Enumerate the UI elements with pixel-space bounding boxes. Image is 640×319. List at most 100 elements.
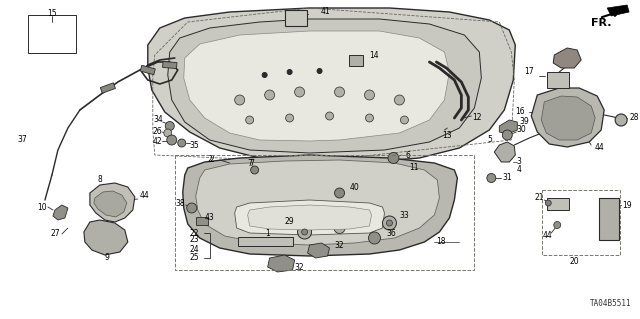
- Text: 37: 37: [17, 136, 27, 145]
- Circle shape: [365, 90, 374, 100]
- Text: 39: 39: [520, 117, 529, 127]
- Circle shape: [388, 152, 399, 164]
- Circle shape: [554, 221, 561, 228]
- Text: 32: 32: [295, 263, 305, 272]
- Text: 34: 34: [153, 115, 163, 124]
- Circle shape: [394, 95, 404, 105]
- Text: 2: 2: [209, 154, 214, 164]
- Circle shape: [317, 69, 322, 73]
- Text: 7: 7: [247, 159, 252, 167]
- Bar: [547, 198, 569, 210]
- Text: 32: 32: [335, 241, 344, 250]
- Circle shape: [615, 114, 627, 126]
- Bar: [599, 198, 619, 240]
- Text: 44: 44: [542, 232, 552, 241]
- Text: 29: 29: [285, 218, 294, 226]
- Text: 11: 11: [410, 162, 419, 172]
- Text: 24: 24: [190, 246, 200, 255]
- Text: 33: 33: [399, 211, 410, 219]
- Circle shape: [301, 229, 308, 235]
- Circle shape: [287, 70, 292, 75]
- Circle shape: [262, 72, 267, 78]
- Text: 41: 41: [321, 8, 330, 17]
- Circle shape: [165, 122, 174, 130]
- Text: 40: 40: [349, 183, 360, 192]
- Text: 21: 21: [534, 194, 544, 203]
- Circle shape: [326, 112, 333, 120]
- Polygon shape: [168, 19, 481, 153]
- Polygon shape: [308, 243, 330, 258]
- Text: TA04B5511: TA04B5511: [589, 299, 631, 308]
- Bar: [175, 155, 474, 270]
- Bar: [285, 10, 307, 26]
- Text: 13: 13: [443, 130, 452, 139]
- Bar: [196, 217, 208, 225]
- Polygon shape: [531, 88, 604, 147]
- Text: 9: 9: [104, 254, 109, 263]
- Polygon shape: [183, 155, 458, 256]
- Text: 4: 4: [517, 166, 522, 174]
- Circle shape: [178, 139, 186, 147]
- Text: 28: 28: [629, 114, 639, 122]
- Text: 43: 43: [205, 212, 214, 221]
- Text: FR.: FR.: [591, 18, 612, 28]
- Text: 35: 35: [190, 140, 200, 150]
- Polygon shape: [53, 205, 68, 220]
- Circle shape: [285, 114, 294, 122]
- Circle shape: [401, 116, 408, 124]
- Polygon shape: [90, 183, 135, 222]
- Circle shape: [365, 114, 374, 122]
- Text: 15: 15: [47, 9, 57, 18]
- Text: 30: 30: [516, 125, 526, 135]
- Bar: [547, 72, 569, 88]
- Polygon shape: [94, 191, 127, 217]
- Circle shape: [164, 129, 172, 137]
- Text: 25: 25: [190, 254, 200, 263]
- Text: 42: 42: [153, 137, 163, 145]
- Text: 2: 2: [207, 154, 212, 164]
- Bar: [237, 237, 292, 246]
- Polygon shape: [248, 205, 371, 230]
- Circle shape: [487, 174, 496, 182]
- Bar: [28, 15, 76, 53]
- Circle shape: [334, 222, 345, 234]
- Bar: [542, 190, 620, 255]
- Circle shape: [298, 225, 312, 239]
- Text: 23: 23: [190, 235, 200, 244]
- Text: 6: 6: [405, 151, 410, 160]
- Text: 17: 17: [524, 68, 534, 77]
- Text: 8: 8: [97, 175, 102, 184]
- Circle shape: [246, 116, 253, 124]
- Text: 5: 5: [487, 136, 492, 145]
- Text: 10: 10: [37, 203, 47, 211]
- Text: 22: 22: [190, 228, 200, 238]
- Text: 7: 7: [249, 159, 254, 167]
- Polygon shape: [84, 220, 128, 255]
- Circle shape: [294, 87, 305, 97]
- Text: 44: 44: [595, 144, 604, 152]
- Text: 14: 14: [370, 50, 380, 60]
- Circle shape: [187, 203, 196, 213]
- Circle shape: [335, 188, 344, 198]
- Polygon shape: [235, 200, 385, 235]
- Circle shape: [335, 87, 344, 97]
- Polygon shape: [541, 96, 595, 140]
- Bar: [349, 55, 362, 66]
- Polygon shape: [163, 61, 177, 69]
- Polygon shape: [607, 5, 629, 16]
- Circle shape: [383, 216, 396, 230]
- Text: 44: 44: [140, 191, 150, 201]
- Polygon shape: [494, 142, 515, 162]
- Text: 20: 20: [570, 257, 579, 266]
- Text: 18: 18: [436, 238, 446, 247]
- Circle shape: [545, 200, 551, 206]
- Text: 36: 36: [387, 229, 396, 239]
- Text: 27: 27: [50, 229, 60, 239]
- Circle shape: [502, 130, 512, 140]
- Circle shape: [264, 90, 275, 100]
- Circle shape: [387, 220, 392, 226]
- Polygon shape: [499, 120, 517, 134]
- Polygon shape: [140, 65, 156, 75]
- Text: 1: 1: [265, 229, 270, 239]
- Text: 31: 31: [502, 174, 512, 182]
